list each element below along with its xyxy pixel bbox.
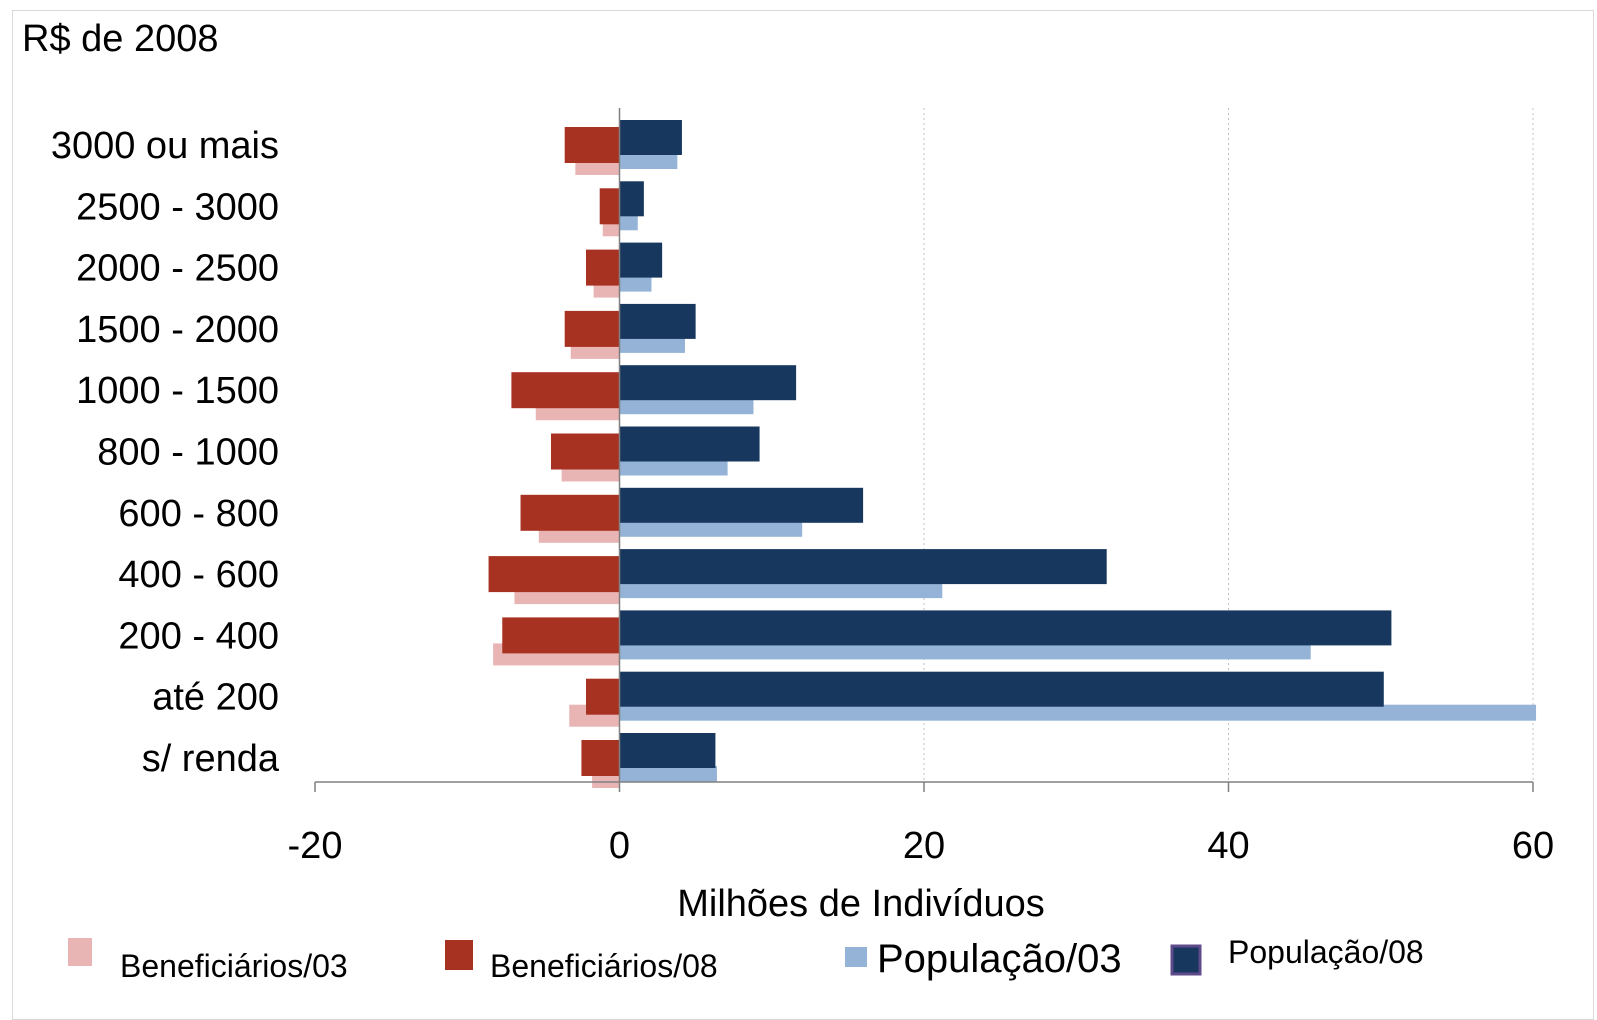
category-label-400-600: 400 - 600 [118, 554, 279, 596]
legend-label-populacao-08: População/08 [1228, 934, 1424, 970]
category-label-2000-2500: 2000 - 2500 [76, 248, 279, 290]
bar-beneficiarios-08-s-renda [581, 740, 620, 776]
bar-beneficiarios-08-1000-1500 [511, 372, 620, 409]
legend-marker-populacao-08 [1170, 944, 1202, 976]
bar-populacao-03-600-800 [619, 520, 803, 537]
bar-populacao-03-3000-ou-mais [619, 153, 678, 169]
bar-populacao-03-800-1000 [619, 459, 728, 476]
x-tick-label-1: 0 [609, 825, 630, 867]
unit-label: R$ de 2008 [22, 18, 219, 60]
bar-beneficiarios-08-2000-2500 [586, 249, 620, 286]
bars [488, 120, 1537, 788]
bar-populacao-03-ate-200 [619, 704, 1537, 721]
bar-beneficiarios-08-200-400 [502, 617, 620, 654]
legend-marker-beneficiarios-08 [445, 940, 473, 970]
bar-populacao-08-800-1000 [619, 426, 760, 462]
category-label-800-1000: 800 - 1000 [97, 432, 279, 474]
legend: Beneficiários/03 Beneficiários/08 Populaçã… [68, 934, 1424, 984]
category-labels: 3000 ou mais 2500 - 3000 2000 - 2500 1500 -… [51, 125, 280, 780]
category-label-1000-1500: 1000 - 1500 [76, 370, 279, 412]
bar-populacao-03-400-600 [619, 582, 943, 599]
bar-populacao-03-1000-1500 [619, 398, 754, 415]
bar-populacao-08-600-800 [619, 487, 864, 523]
bar-populacao-08-2000-2500 [619, 242, 663, 278]
bar-populacao-08-1500-2000 [619, 303, 696, 339]
category-label-ate-200: até 200 [152, 677, 279, 719]
category-label-200-400: 200 - 400 [118, 615, 279, 657]
bar-populacao-03-1500-2000 [619, 336, 685, 353]
bar-populacao-08-ate-200 [619, 671, 1384, 707]
bar-populacao-08-1000-1500 [619, 365, 797, 401]
x-tick-label-0: -20 [288, 825, 343, 867]
bar-beneficiarios-08-400-600 [488, 556, 620, 593]
x-tick-label-3: 40 [1207, 825, 1249, 867]
bar-populacao-03-s-renda [619, 766, 717, 782]
bar-populacao-08-3000-ou-mais [619, 120, 682, 155]
legend-label-beneficiarios-08: Beneficiários/08 [490, 948, 718, 984]
bar-populacao-08-400-600 [619, 549, 1107, 585]
x-tick-label-4: 60 [1512, 825, 1554, 867]
bar-beneficiarios-08-600-800 [520, 494, 620, 531]
bar-beneficiarios-08-ate-200 [586, 678, 620, 715]
x-axis-title: Milhões de Indivíduos [677, 883, 1045, 925]
category-label-1500-2000: 1500 - 2000 [76, 309, 279, 351]
bar-populacao-03-2500-3000 [619, 214, 638, 231]
bar-beneficiarios-08-800-1000 [550, 433, 620, 470]
bar-populacao-03-200-400 [619, 643, 1311, 660]
legend-marker-populacao-03 [845, 947, 867, 967]
legend-marker-beneficiarios-03 [68, 938, 92, 966]
bar-populacao-08-s-renda [619, 733, 716, 768]
category-label-3000-ou-mais: 3000 ou mais [51, 125, 279, 167]
x-tick-label-2: 20 [903, 825, 945, 867]
category-label-2500-3000: 2500 - 3000 [76, 186, 279, 228]
legend-label-populacao-03: População/03 [877, 937, 1122, 981]
bar-beneficiarios-08-2500-3000 [599, 188, 620, 225]
bar-beneficiarios-08-1500-2000 [564, 310, 620, 347]
x-axis: -20 0 20 40 60 [288, 108, 1554, 867]
category-label-s-renda: s/ renda [142, 738, 280, 780]
legend-label-beneficiarios-03: Beneficiários/03 [120, 948, 348, 984]
category-label-600-800: 600 - 800 [118, 493, 279, 535]
bar-populacao-03-2000-2500 [619, 275, 652, 292]
bar-populacao-08-200-400 [619, 610, 1392, 646]
bar-beneficiarios-08-3000-ou-mais [564, 127, 620, 163]
bar-populacao-08-2500-3000 [619, 181, 644, 217]
